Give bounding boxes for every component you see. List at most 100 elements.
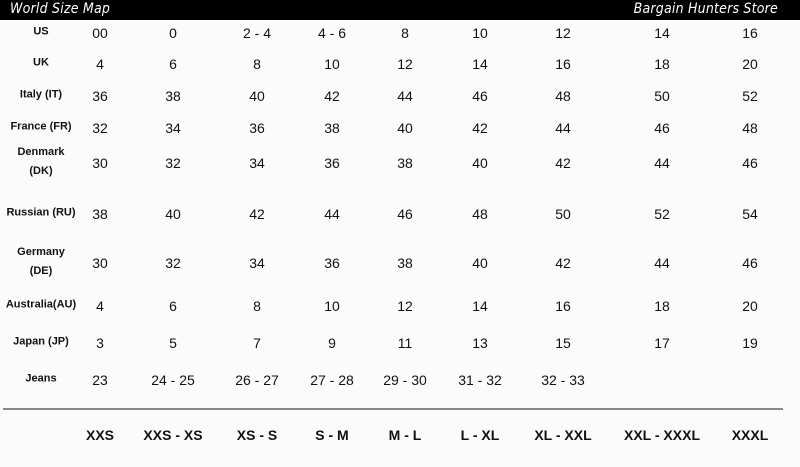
- row-label: Russian (RU): [6, 206, 76, 219]
- table-cell: 36: [92, 88, 108, 104]
- table-cell: 46: [742, 155, 758, 171]
- table-cell: 26 - 27: [235, 372, 279, 388]
- size-label: XXL - XXXL: [624, 427, 700, 443]
- table-cell: 36: [324, 255, 340, 271]
- table-cell: 44: [397, 88, 413, 104]
- table-cell: 8: [401, 25, 409, 41]
- table-cell: 50: [555, 206, 571, 222]
- table-cell: 50: [654, 88, 670, 104]
- table-cell: 00: [92, 25, 108, 41]
- table-cell: 14: [472, 56, 488, 72]
- table-cell: 16: [555, 56, 571, 72]
- table-cell: 48: [472, 206, 488, 222]
- size-label: XXS: [85, 427, 115, 443]
- table-cell: 12: [397, 56, 413, 72]
- table-cell: 7: [253, 335, 261, 351]
- store-name: Bargain Hunters Store: [633, 1, 778, 17]
- table-cell: 36: [249, 120, 265, 136]
- row-label: Japan (JP): [13, 335, 69, 348]
- table-cell: 34: [249, 155, 265, 171]
- row-label: US: [33, 25, 49, 38]
- table-cell: 24 - 25: [151, 372, 195, 388]
- table-cell: 44: [555, 120, 571, 136]
- header-bar: World Size Map Bargain Hunters Store: [0, 0, 800, 20]
- table-cell: 36: [324, 155, 340, 171]
- table-cell: 40: [472, 255, 488, 271]
- table-cell: 27 - 28: [310, 372, 354, 388]
- table-cell: 40: [249, 88, 265, 104]
- table-cell: 46: [472, 88, 488, 104]
- size-label: XS - S: [236, 427, 278, 443]
- size-label: S - M: [315, 427, 349, 443]
- table-cell: 42: [324, 88, 340, 104]
- size-label: M - L: [388, 427, 422, 443]
- table-cell: 23: [92, 372, 108, 388]
- table-cell: 52: [654, 206, 670, 222]
- table-cell: 15: [555, 335, 571, 351]
- table-cell: 3: [96, 335, 104, 351]
- table-cell: 14: [654, 25, 670, 41]
- table-cell: 40: [472, 155, 488, 171]
- table-cell: 40: [165, 206, 181, 222]
- row-label: UK: [33, 56, 49, 69]
- table-cell: 38: [324, 120, 340, 136]
- table-cell: 16: [742, 25, 758, 41]
- table-cell: 38: [397, 155, 413, 171]
- size-label: XXXL: [731, 427, 769, 443]
- table-cell: 8: [253, 298, 261, 314]
- table-cell: 13: [472, 335, 488, 351]
- table-cell: 32 - 33: [541, 372, 585, 388]
- table-cell: 30: [92, 255, 108, 271]
- table-cell: 46: [742, 255, 758, 271]
- table-cell: 54: [742, 206, 758, 222]
- row-label: Germany (DE): [17, 246, 65, 277]
- table-cell: 31 - 32: [458, 372, 502, 388]
- table-cell: 6: [169, 56, 177, 72]
- table-cell: 32: [92, 120, 108, 136]
- table-cell: 12: [555, 25, 571, 41]
- table-cell: 42: [249, 206, 265, 222]
- table-cell: 12: [397, 298, 413, 314]
- table-cell: 10: [324, 298, 340, 314]
- table-cell: 42: [555, 255, 571, 271]
- table-cell: 20: [742, 298, 758, 314]
- table-cell: 9: [328, 335, 336, 351]
- size-label: XL - XXL: [534, 427, 592, 443]
- size-label: XXS - XS: [143, 427, 203, 443]
- table-cell: 44: [324, 206, 340, 222]
- table-cell: 30: [92, 155, 108, 171]
- table-cell: 10: [324, 56, 340, 72]
- table-cell: 42: [555, 155, 571, 171]
- row-label: Denmark (DK): [17, 146, 65, 177]
- table-cell: 20: [742, 56, 758, 72]
- row-label: France (FR): [10, 120, 72, 133]
- table-cell: 48: [555, 88, 571, 104]
- row-label: Italy (IT): [19, 88, 63, 101]
- table-cell: 4 - 6: [317, 25, 347, 41]
- table-cell: 6: [169, 298, 177, 314]
- table-cell: 46: [397, 206, 413, 222]
- table-cell: 38: [165, 88, 181, 104]
- table-cell: 44: [654, 155, 670, 171]
- table-cell: 17: [654, 335, 670, 351]
- table-cell: 40: [397, 120, 413, 136]
- table-cell: 18: [654, 298, 670, 314]
- table-cell: 48: [742, 120, 758, 136]
- row-label: Jeans: [25, 372, 57, 385]
- table-cell: 8: [253, 56, 261, 72]
- table-cell: 32: [165, 255, 181, 271]
- table-cell: 52: [742, 88, 758, 104]
- table-cell: 0: [169, 25, 177, 41]
- table-cell: 29 - 30: [383, 372, 427, 388]
- table-cell: 5: [169, 335, 177, 351]
- table-cell: 16: [555, 298, 571, 314]
- table-cell: 19: [742, 335, 758, 351]
- table-cell: 4: [96, 56, 104, 72]
- table-cell: 38: [397, 255, 413, 271]
- table-cell: 2 - 4: [242, 25, 272, 41]
- divider: [3, 408, 783, 410]
- table-cell: 38: [92, 206, 108, 222]
- table-cell: 34: [165, 120, 181, 136]
- table-cell: 4: [96, 298, 104, 314]
- table-cell: 11: [397, 335, 413, 351]
